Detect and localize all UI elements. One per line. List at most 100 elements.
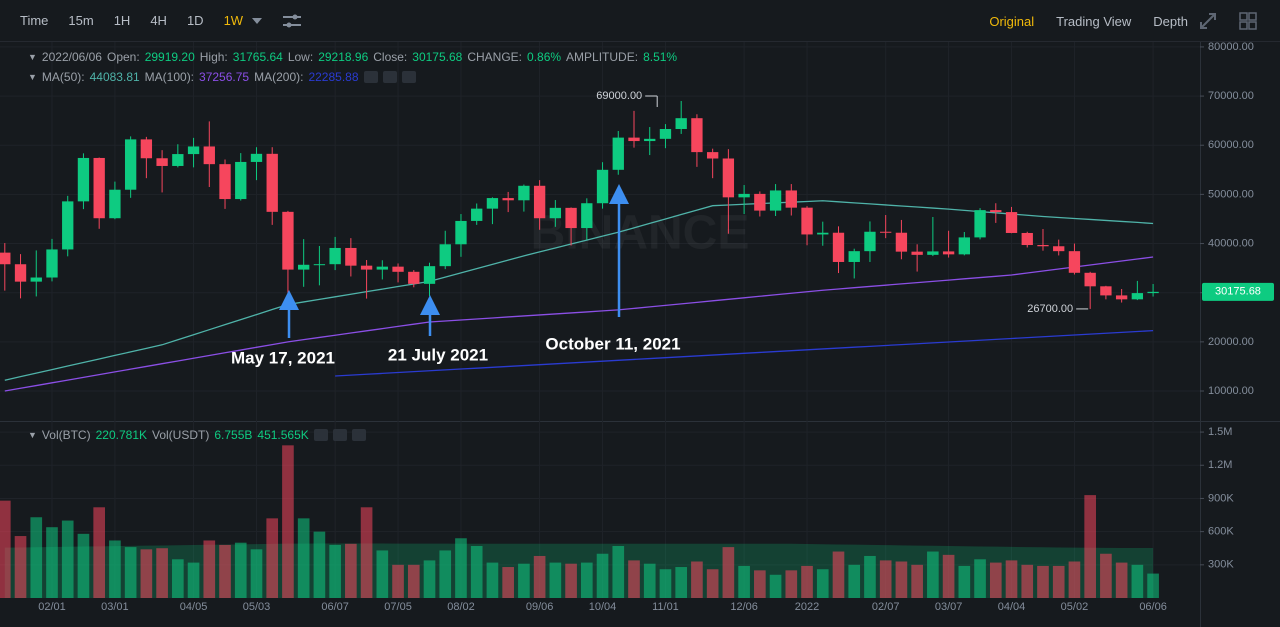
label-layer: 10000.0020000.0030000.0040000.0050000.00… [38,41,1274,613]
icon-box[interactable] [332,429,347,441]
info-value: 29919.20 [144,50,195,64]
x-tick-label: 03/07 [935,601,963,613]
plot-background [0,42,1280,627]
volume-bar [1100,553,1112,598]
y-tick-label: 1.5M [1208,426,1232,438]
candle-body [848,251,860,262]
candle-body [832,232,845,262]
ma-value: 22285.88 [308,70,359,84]
layout-icon[interactable] [1239,12,1257,30]
candle-body [864,231,876,252]
x-tick-label: 06/06 [1139,601,1167,613]
candle-body [785,190,797,208]
annotation-text: October 11, 2021 [545,334,680,353]
volume-bar [187,562,200,598]
interval-button[interactable]: 15m [68,13,94,28]
candle-body [423,266,436,284]
candle-body [738,193,750,198]
last-price-tag [1202,282,1274,301]
volume-bar [30,517,43,598]
view-button[interactable]: Trading View [1056,13,1132,29]
view-button[interactable]: Original [989,13,1035,29]
y-tick-label: 60000.00 [1208,139,1254,151]
candle-body [958,237,970,255]
volume-bar [864,555,876,598]
annotations: May 17, 2021 21 July 2021 October 11, 20… [231,184,681,367]
view-button[interactable]: Depth [1153,13,1188,29]
annotation-text: 21 July 2021 [388,345,488,364]
candle-body [581,203,593,229]
moving-average-layer [4,200,1154,392]
candle-body [911,251,923,255]
icon-box[interactable] [351,429,366,441]
candle-body [990,210,1002,213]
volume-bar [974,559,986,598]
candle-body [754,193,766,211]
candle-body [235,161,247,200]
y-tick-label: 50000.00 [1208,188,1254,200]
candle-body [769,190,782,211]
volume-bar [0,500,11,598]
volume-bar [46,527,58,598]
info-value: 29218.96 [318,50,369,64]
info-label: Low: [287,50,314,64]
volume-bar [895,561,908,598]
volume-layer [0,445,1159,598]
candle-body [895,232,908,252]
icon-box[interactable] [401,71,416,83]
candle-body [62,201,74,250]
volume-bar [77,533,90,598]
y-tick-label: 80000.00 [1208,41,1254,53]
volume-bar [612,546,625,598]
candle-body [77,157,90,202]
candle-body [942,251,955,255]
candle-body [1068,251,1081,273]
volume-bar [675,567,688,598]
volume-bar [1147,573,1159,598]
volume-bar [282,445,294,598]
x-tick-label: 04/05 [180,601,208,613]
min-label: 26700.00 [1027,303,1073,315]
candle-body [1115,295,1128,300]
volume-bar [659,569,672,598]
volume-bar [266,518,279,598]
icon-box[interactable] [363,71,378,83]
settings-icon[interactable] [282,13,302,29]
volume-bar [61,520,74,598]
candle-body [644,138,656,142]
candle-body [30,277,42,282]
toolbar: Time 15m 1H 4H 1D 1W Original Trading View Dept… [0,0,1280,42]
candle-body [0,252,11,265]
candle-body [549,207,562,219]
interval-button[interactable]: 1W [223,13,244,28]
interval-button[interactable]: 1H [113,13,131,28]
volume-bar [1052,565,1065,598]
x-tick-label: 02/01 [38,601,66,613]
volume-bar [140,549,153,598]
candle-body [502,198,514,201]
volume-bar [1005,560,1018,598]
icon-box[interactable] [313,429,328,441]
icon-box[interactable] [382,71,397,83]
info-value: 0.86% [527,50,562,64]
volume-bar [706,569,719,598]
volume-bar [423,560,436,598]
interval-button[interactable]: 4H [150,13,167,28]
candle-layer [0,100,1159,309]
volume-bar [722,547,735,598]
candle-body [1147,291,1159,294]
candle-body [628,137,640,142]
x-tick-label: 2022 [795,601,819,613]
expand-icon[interactable] [1199,12,1217,30]
candle-body [313,264,326,266]
candle-body [455,220,467,245]
interval-button[interactable]: 1D [186,13,204,28]
candle-body [187,146,200,155]
dropdown-icon[interactable] [250,16,264,26]
interval-button[interactable]: Time [20,13,49,28]
candle-body [612,137,624,170]
candle-body [927,251,939,255]
ma-label: MA(50): [41,70,85,84]
candle-body [46,249,58,278]
